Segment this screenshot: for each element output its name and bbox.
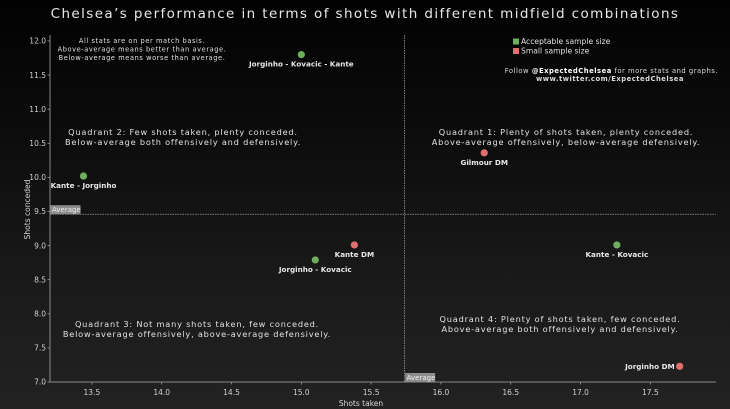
x-tick-label: 15.5 [363,388,380,397]
y-tick-label: 7.0 [34,378,46,387]
data-point [350,241,358,249]
y-tick-label: 9.5 [34,207,46,216]
x-axis-title: Shots taken [339,399,384,408]
note-line: Below-average means worse than average. [59,54,226,62]
legend-label-acceptable: Acceptable sample size [521,37,611,46]
data-point [613,241,621,249]
x-tick-label: 13.5 [84,388,101,397]
y-axis-title: Shots conceded [23,179,32,239]
annotations: All stats are on per match basis.Above-a… [58,37,718,339]
data-point [297,51,305,59]
follow-url: www.twitter.com/ExpectedChelsea [536,75,684,83]
data-point-label: Kante - Jorginho [51,181,117,190]
y-tick-label: 11.0 [29,105,46,114]
quadrant-2-text: Quadrant 2: Few shots taken, plenty conc… [68,127,298,137]
data-point [480,149,488,157]
y-tick-label: 9.0 [34,241,46,250]
y-tick-label: 10.5 [29,139,46,148]
average-y-label-box [50,205,81,215]
x-tick-label: 14.0 [153,388,170,397]
quadrant-2-text: Below-average both offensively and defen… [65,137,301,147]
quadrant-1-text: Quadrant 1: Plenty of shots taken, plent… [439,127,693,137]
chart-title: Chelsea’s performance in terms of shots … [50,6,680,22]
data-point [311,256,319,264]
average-x-label: Average [407,374,436,382]
data-point-label: Jorginho - Kovacic - Kante [248,60,354,69]
note-line: Above-average means better than average. [58,46,227,54]
data-point-label: Jorginho - Kovacic [278,265,352,274]
data-point-label: Gilmour DM [460,158,508,167]
average-y-label: Average [52,206,81,214]
quadrant-3-text: Below-average offensively, above-average… [63,329,331,339]
data-point-label: Jorginho DM [624,362,675,371]
axes: 7.0 7.5 8.0 8.5 9.0 9.5 10.0 10.5 11.0 11.5 12.0 13… [23,35,716,408]
follow-text: Follow @ExpectedChelsea for more stats a… [505,67,718,75]
x-tick-label: 14.5 [223,388,240,397]
data-point-label: Kante - Kovacic [585,250,648,259]
note-line: All stats are on per match basis. [79,37,205,45]
legend-label-small: Small sample size [521,47,590,56]
x-tick-label: 16.0 [433,388,450,397]
x-tick-label: 16.5 [502,388,519,397]
legend-swatch-acceptable [513,38,519,45]
data-point-label: Kante DM [335,250,374,259]
follow-handle: @ExpectedChelsea [532,67,612,75]
average-x-label-box [405,373,436,382]
y-tick-label: 12.0 [29,37,46,46]
quadrant-4-text: Quadrant 4: Plenty of shots taken, few c… [440,314,681,324]
y-tick-label: 11.5 [29,71,46,80]
y-tick-label: 7.5 [34,344,46,353]
data-points: Jorginho - Kovacic - Kante Kante - Jorgin… [51,51,684,371]
x-tick-label: 17.0 [572,388,589,397]
quadrant-3-text: Quadrant 3: Not many shots taken, few co… [75,319,319,329]
quadrant-4-text: Above-average both offensively and defen… [441,324,678,334]
y-tick-label: 10.0 [29,173,46,182]
x-tick-label: 17.5 [642,388,659,397]
quadrant-1-text: Above-average offensively, below-average… [432,137,701,147]
y-tick-label: 8.0 [34,310,46,319]
x-tick-label: 15.0 [293,388,310,397]
data-point [79,172,88,180]
y-tick-label: 8.5 [34,275,46,284]
data-point [676,362,684,370]
legend-swatch-small [513,48,519,54]
